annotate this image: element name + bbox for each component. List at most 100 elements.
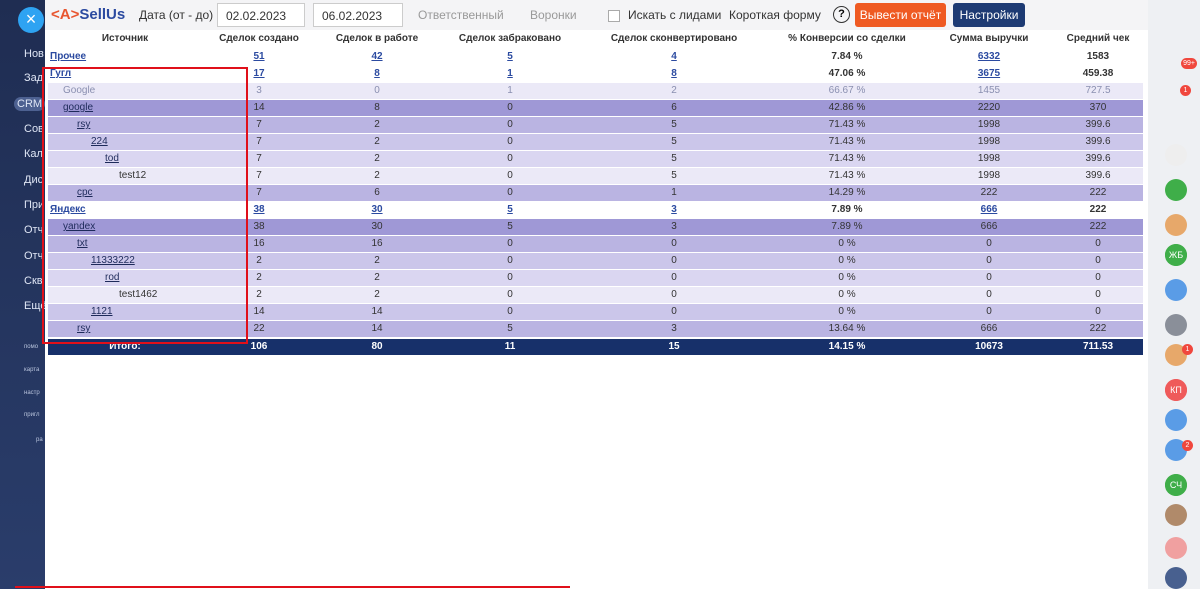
app-icon[interactable] [1165,179,1187,201]
app-icon[interactable]: ЖБ [1165,244,1187,266]
app-icon[interactable]: КП [1165,379,1187,401]
app-icon[interactable] [1165,439,1187,461]
nav-item-small[interactable]: карта [24,367,40,373]
cell: 1455 [977,85,1001,96]
nav-item[interactable]: Отч [24,250,44,262]
cell-link[interactable]: 17 [253,68,265,79]
nav-item-small[interactable]: настр [24,390,40,396]
nav-item[interactable]: Отч [24,224,44,236]
checkbox[interactable] [608,10,620,22]
app-icon[interactable] [1165,567,1187,589]
cell: 0 [671,272,677,283]
nav-item[interactable]: CRM [14,97,46,111]
source-link[interactable]: cpc [77,187,93,198]
cell-link[interactable]: 1 [507,68,513,79]
source-link[interactable]: rod [105,272,120,283]
source-link[interactable]: 1121 [91,306,113,317]
app-icon[interactable] [1165,144,1187,166]
cell-link[interactable]: 8 [671,68,677,79]
cell-link[interactable]: 30 [371,204,383,215]
cell: 0 [986,238,992,249]
column-header: Источник [101,33,149,44]
cell-link[interactable]: 51 [253,51,265,62]
cell: 7.89 % [831,221,863,232]
cell: 47.06 % [828,68,866,79]
source-link[interactable]: yandex [63,221,96,232]
table-row: test1462 2 2 0 0 0 % 0 0 [48,287,1143,304]
nav-item[interactable]: Кал [24,148,43,160]
nav-item[interactable]: Нов [24,48,44,60]
source-link[interactable]: 11333222 [91,255,135,266]
cell: 0 [1095,255,1101,266]
cell-link[interactable]: 6332 [977,51,1001,62]
nav-item-small[interactable]: ра [36,437,43,443]
table-row: test12 7 2 0 5 71.43 % 1998 399.6 [48,168,1143,185]
cell-link[interactable]: 4 [671,51,677,62]
cell: 0 [507,153,513,164]
source-link[interactable]: rsy [77,323,91,334]
cell: 0 [507,306,513,317]
close-button[interactable]: × [18,7,44,33]
cell: 13.64 % [828,323,866,334]
nav-item[interactable]: При [24,199,45,211]
cell: 0 [986,289,992,300]
app-icon[interactable] [1165,214,1187,236]
cell-link[interactable]: 5 [507,51,513,62]
app-icon[interactable] [1165,314,1187,336]
nav-item-small[interactable]: помо [24,344,39,350]
left-sidebar: Нов Зад CRM Сов Кал Дис При Отч Отч Скв Ещё помо кар… [0,0,47,589]
source-link[interactable]: Гугл [50,68,72,79]
nav-item[interactable]: Ещё [24,300,47,312]
settings-button[interactable]: Настройки [953,3,1025,27]
nav-item[interactable]: Дис [24,174,44,186]
funnels-dropdown[interactable]: Воронки [530,8,577,22]
cell-link[interactable]: 38 [253,204,265,215]
search-leads-label[interactable]: Искать с лидами [628,8,722,22]
source-link[interactable]: rsy [77,119,91,130]
source-link[interactable]: Прочее [50,51,87,62]
source-link[interactable]: google [63,102,94,113]
report-button[interactable]: Вывести отчёт [855,3,946,27]
nav-item-small[interactable]: пригл [24,412,40,418]
notification-badge: 99+ [1181,58,1197,69]
responsible-dropdown[interactable]: Ответственный [418,8,504,22]
help-icon[interactable]: ? [833,6,850,23]
cell: 2 [256,255,262,266]
total-cell: 711.53 [1082,341,1114,352]
source-link[interactable]: tod [105,153,119,164]
source-link[interactable]: Яндекс [50,204,86,215]
table-row: Гугл 17 8 1 8 47.06 % 3675 459.38 [48,66,1143,83]
nav-item[interactable]: Зад [24,72,44,84]
cell: 2 [374,255,380,266]
source-link[interactable]: 224 [91,136,108,147]
cell-link[interactable]: 42 [371,51,383,62]
cell: 0 [1095,306,1101,317]
cell-link[interactable]: 5 [507,204,513,215]
cell: 7 [256,119,262,130]
cell: 0 [986,272,992,283]
source-link[interactable]: txt [77,238,88,249]
app-icon[interactable] [1165,537,1187,559]
total-cell: 80 [371,341,383,352]
cell-link[interactable]: 3675 [977,68,1001,79]
app-icon[interactable]: СЧ [1165,474,1187,496]
app-icon[interactable] [1165,279,1187,301]
date-to[interactable]: 06.02.2023 [313,3,403,27]
app-icon[interactable] [1165,504,1187,526]
app-icon[interactable] [1165,409,1187,431]
cell: 0 [507,255,513,266]
date-from[interactable]: 02.02.2023 [217,3,305,27]
nav-item[interactable]: Сов [24,123,44,135]
cell: 399.6 [1085,119,1111,130]
nav-item[interactable]: Скв [24,275,43,287]
form-dropdown[interactable]: Короткая форму [729,8,821,22]
cell-link[interactable]: 8 [374,68,380,79]
cell-link[interactable]: 3 [671,204,677,215]
cell: 71.43 % [828,153,866,164]
cell: 222 [1089,204,1107,215]
app-icon[interactable] [1165,344,1187,366]
cell: 222 [1089,221,1107,232]
cell-link[interactable]: 666 [980,204,998,215]
source-name: test1462 [119,289,158,300]
cell: 2 [374,136,380,147]
